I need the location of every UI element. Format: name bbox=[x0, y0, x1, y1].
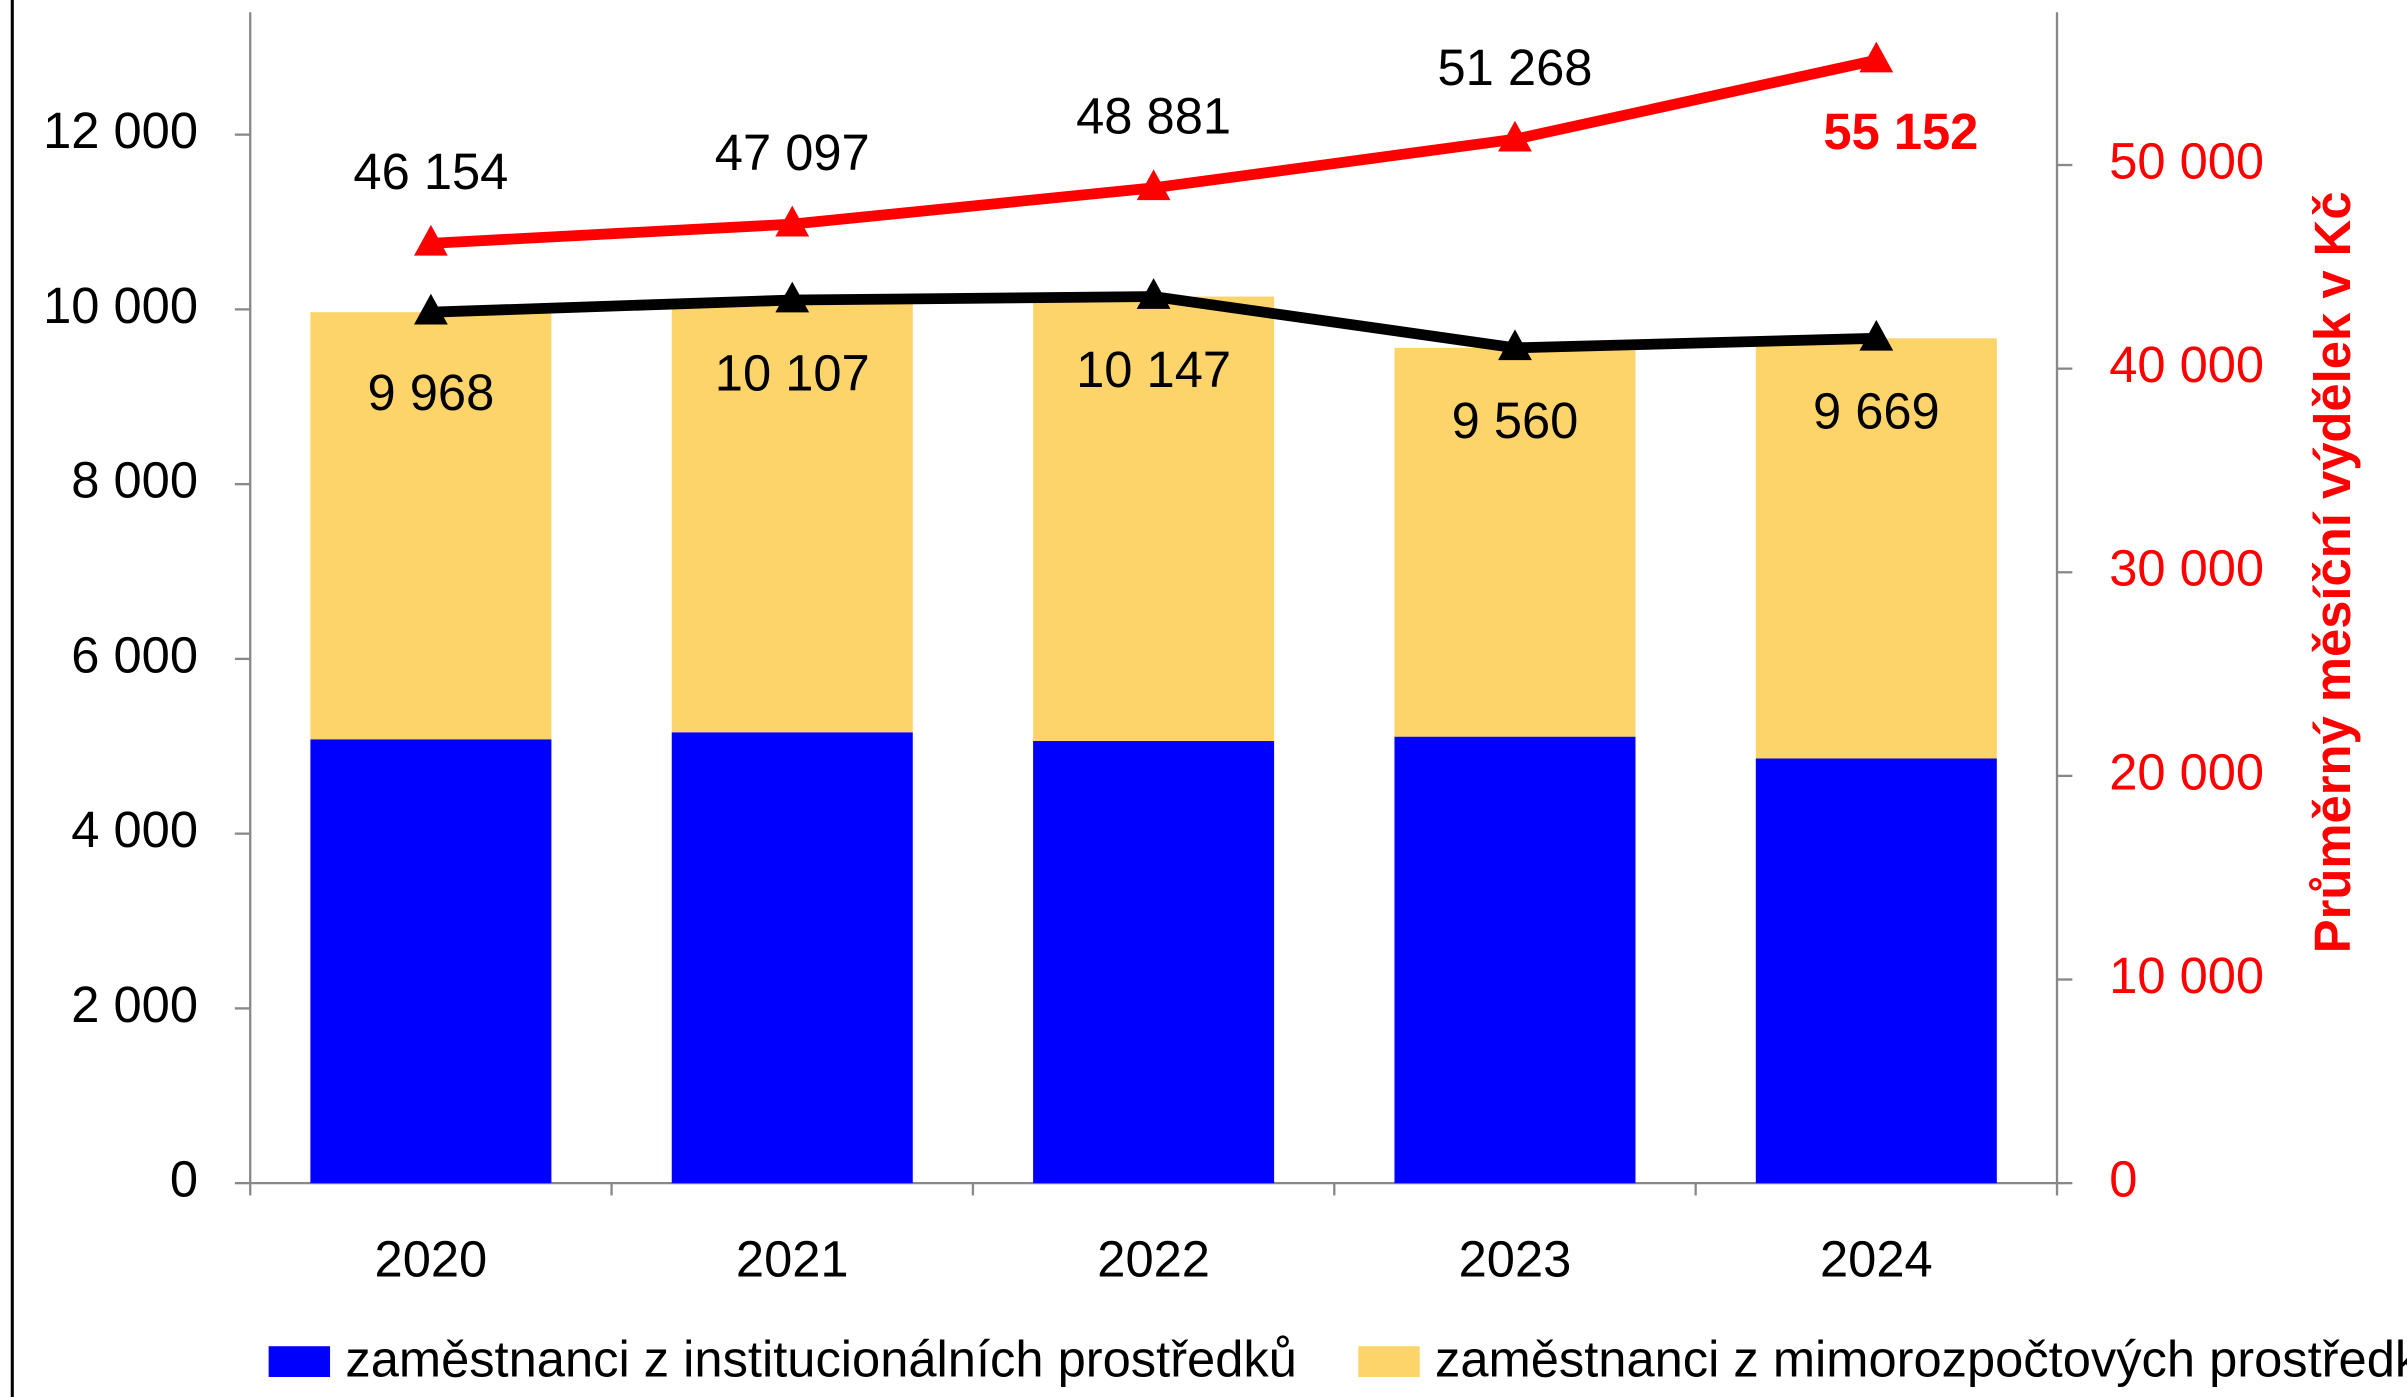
x-tick-label: 2024 bbox=[1820, 1231, 1933, 1288]
y2-tick-label: 20 000 bbox=[2109, 743, 2264, 800]
marker bbox=[1498, 329, 1532, 361]
marker bbox=[1136, 169, 1171, 201]
y-tick-label: 12 000 bbox=[43, 102, 198, 159]
y2-tick-label: 40 000 bbox=[2109, 336, 2264, 393]
legend-swatch bbox=[268, 1346, 331, 1377]
marker bbox=[414, 293, 448, 325]
y-tick-label: 6 000 bbox=[71, 626, 198, 683]
data-label: 51 268 bbox=[1438, 39, 1593, 96]
marker bbox=[775, 281, 810, 313]
bar bbox=[1033, 741, 1275, 1184]
bar bbox=[1755, 338, 1997, 759]
marker bbox=[1136, 278, 1171, 309]
bar bbox=[671, 732, 913, 1184]
y2-tick-label: 30 000 bbox=[2109, 540, 2264, 597]
x-tick-label: 2020 bbox=[375, 1231, 488, 1288]
data-label: 10 147 bbox=[1076, 341, 1231, 398]
x-tick-label: 2023 bbox=[1459, 1231, 1572, 1288]
data-label: 47 097 bbox=[715, 124, 870, 181]
legend-swatch bbox=[1358, 1346, 1420, 1377]
y2-tick-label: 0 bbox=[2109, 1150, 2137, 1207]
y-tick-label: 8 000 bbox=[71, 451, 198, 508]
data-label: 55 152 bbox=[1823, 103, 1978, 160]
marker bbox=[1498, 120, 1532, 152]
y2-tick-label: 50 000 bbox=[2109, 132, 2264, 189]
y-tick-label: 10 000 bbox=[43, 277, 198, 334]
marker bbox=[1859, 319, 1894, 351]
x-tick-label: 2021 bbox=[736, 1231, 849, 1288]
bar bbox=[1033, 296, 1275, 742]
bar bbox=[1755, 758, 1997, 1184]
data-label: 48 881 bbox=[1076, 87, 1231, 144]
bar bbox=[1394, 347, 1636, 737]
bar bbox=[1394, 736, 1636, 1184]
bar bbox=[671, 300, 913, 733]
bar bbox=[310, 739, 552, 1184]
y-tick-label: 0 bbox=[170, 1150, 198, 1207]
data-label: 9 968 bbox=[368, 364, 495, 421]
data-label: 46 154 bbox=[353, 143, 508, 200]
y-tick-label: 4 000 bbox=[71, 801, 198, 858]
y2-axis-label: Průměrný měsíční výdělek v Kč bbox=[2304, 191, 2361, 953]
marker bbox=[775, 205, 810, 237]
marker bbox=[1859, 41, 1894, 73]
bar bbox=[310, 312, 552, 740]
legend-label: zaměstnanci z institucionálních prostřed… bbox=[345, 1331, 1297, 1388]
legend-label: zaměstnanci z mimorozpočtových prostředk… bbox=[1435, 1331, 2407, 1388]
y-tick-label: 2 000 bbox=[71, 976, 198, 1033]
data-label: 10 107 bbox=[715, 344, 870, 401]
x-tick-label: 2022 bbox=[1097, 1231, 1210, 1288]
data-label: 9 669 bbox=[1813, 383, 1940, 440]
data-label: 9 560 bbox=[1452, 392, 1579, 449]
y2-tick-label: 10 000 bbox=[2109, 947, 2264, 1004]
marker bbox=[414, 224, 448, 256]
